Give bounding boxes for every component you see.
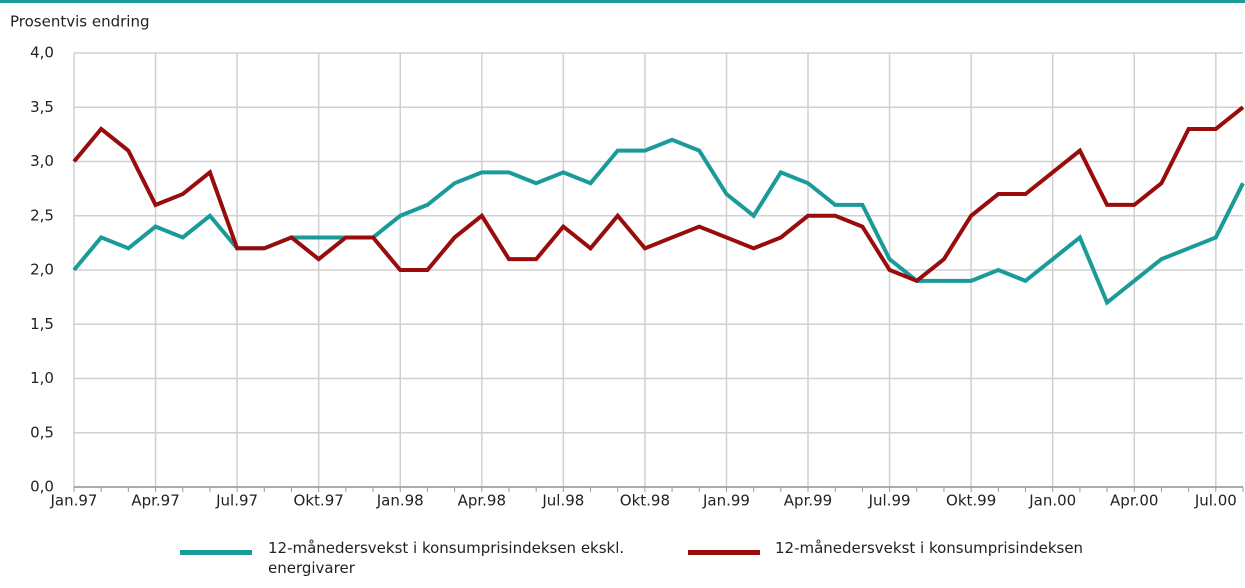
series-line [72, 105, 1245, 284]
legend-label: 12-månedersvekst i konsumprisindeksen ek… [268, 539, 625, 577]
x-tick-label: Jul.00 [1194, 492, 1237, 510]
y-tick-label: 1,0 [30, 369, 54, 387]
x-tick-label: Jul.98 [541, 492, 584, 510]
y-tick-label: 1,5 [30, 315, 54, 333]
y-tick-label: 2,5 [30, 206, 54, 224]
y-tick-label: 2,0 [30, 261, 54, 279]
y-tick-label: 3,5 [30, 98, 54, 116]
x-tick-label: Apr.00 [1110, 492, 1158, 510]
top-rule [0, 0, 1245, 3]
x-tick-label: Jul.97 [215, 492, 258, 510]
x-tick-label: Okt.97 [294, 492, 344, 510]
x-tick-label: Okt.99 [946, 492, 996, 510]
y-tick-label: 3,0 [30, 152, 54, 170]
x-tick-label: Apr.99 [784, 492, 832, 510]
x-tick-label: Jan.98 [376, 492, 424, 510]
series-line [72, 137, 1245, 306]
x-tick-label: Jan.97 [50, 492, 98, 510]
y-tick-label: 4,0 [30, 44, 54, 62]
y-tick-label: 0,5 [30, 423, 54, 441]
x-tick-label: Apr.98 [458, 492, 506, 510]
x-tick-label: Jan.99 [702, 492, 750, 510]
y-axis-label: Prosentvis endring [10, 13, 149, 31]
legend-swatch [180, 550, 252, 555]
y-tick-label: 0,0 [30, 478, 54, 496]
x-tick-label: Jul.99 [868, 492, 911, 510]
x-tick-label: Apr.97 [131, 492, 179, 510]
legend-label: 12-månedersvekst i konsumprisindeksen [775, 539, 1084, 557]
legend-swatch [688, 550, 760, 555]
x-tick-label: Okt.98 [620, 492, 670, 510]
x-tick-label: Jan.00 [1028, 492, 1076, 510]
